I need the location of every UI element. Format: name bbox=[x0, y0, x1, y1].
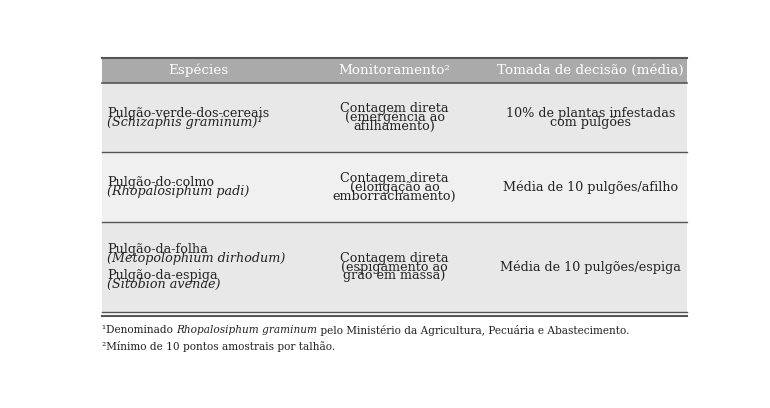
Bar bbox=[102, 222, 687, 312]
Text: Média de 10 pulgões/espiga: Média de 10 pulgões/espiga bbox=[500, 260, 681, 274]
Text: (Schizaphis graminum)¹: (Schizaphis graminum)¹ bbox=[107, 115, 263, 129]
Text: (Sitobion avenae): (Sitobion avenae) bbox=[107, 278, 220, 291]
Text: Pulgão-da-folha: Pulgão-da-folha bbox=[107, 243, 208, 256]
Bar bbox=[102, 58, 687, 83]
Text: (espigamento ao: (espigamento ao bbox=[341, 261, 448, 273]
Text: grão em massa): grão em massa) bbox=[343, 269, 446, 282]
Text: Contagem direta: Contagem direta bbox=[340, 172, 449, 185]
Text: ²Mínimo de 10 pontos amostrais por talhão.: ²Mínimo de 10 pontos amostrais por talhã… bbox=[102, 341, 336, 352]
Text: com pulgões: com pulgões bbox=[550, 115, 631, 129]
Text: Monitoramento²: Monitoramento² bbox=[339, 64, 450, 77]
Text: ¹Denominado: ¹Denominado bbox=[102, 326, 176, 335]
Text: Contagem direta: Contagem direta bbox=[340, 252, 449, 265]
Text: Pulgão-do-colmo: Pulgão-do-colmo bbox=[107, 176, 214, 189]
Text: emborrachamento): emborrachamento) bbox=[333, 189, 457, 202]
Bar bbox=[102, 153, 687, 222]
Text: (emergência ao: (emergência ao bbox=[345, 111, 444, 124]
Text: Espécies: Espécies bbox=[169, 64, 229, 78]
Text: Contagem direta: Contagem direta bbox=[340, 102, 449, 115]
Text: 10% de plantas infestadas: 10% de plantas infestadas bbox=[506, 107, 675, 120]
Text: Pulgão-da-espiga: Pulgão-da-espiga bbox=[107, 269, 217, 282]
Text: pelo Ministério da Agricultura, Pecuária e Abastecimento.: pelo Ministério da Agricultura, Pecuária… bbox=[317, 326, 630, 337]
Text: (Rhopalosiphum padi): (Rhopalosiphum padi) bbox=[107, 185, 249, 198]
Text: afilhamento): afilhamento) bbox=[353, 120, 436, 133]
Text: Média de 10 pulgões/afilho: Média de 10 pulgões/afilho bbox=[503, 180, 678, 194]
Text: Rhopalosiphum graminum: Rhopalosiphum graminum bbox=[176, 326, 317, 335]
Text: Tomada de decisão (média): Tomada de decisão (média) bbox=[497, 64, 684, 77]
Text: (Metopolophium dirhodum): (Metopolophium dirhodum) bbox=[107, 252, 285, 265]
Text: Pulgão-verde-dos-cereais: Pulgão-verde-dos-cereais bbox=[107, 107, 270, 120]
Text: (elongação ao: (elongação ao bbox=[350, 181, 440, 194]
Bar bbox=[102, 83, 687, 153]
